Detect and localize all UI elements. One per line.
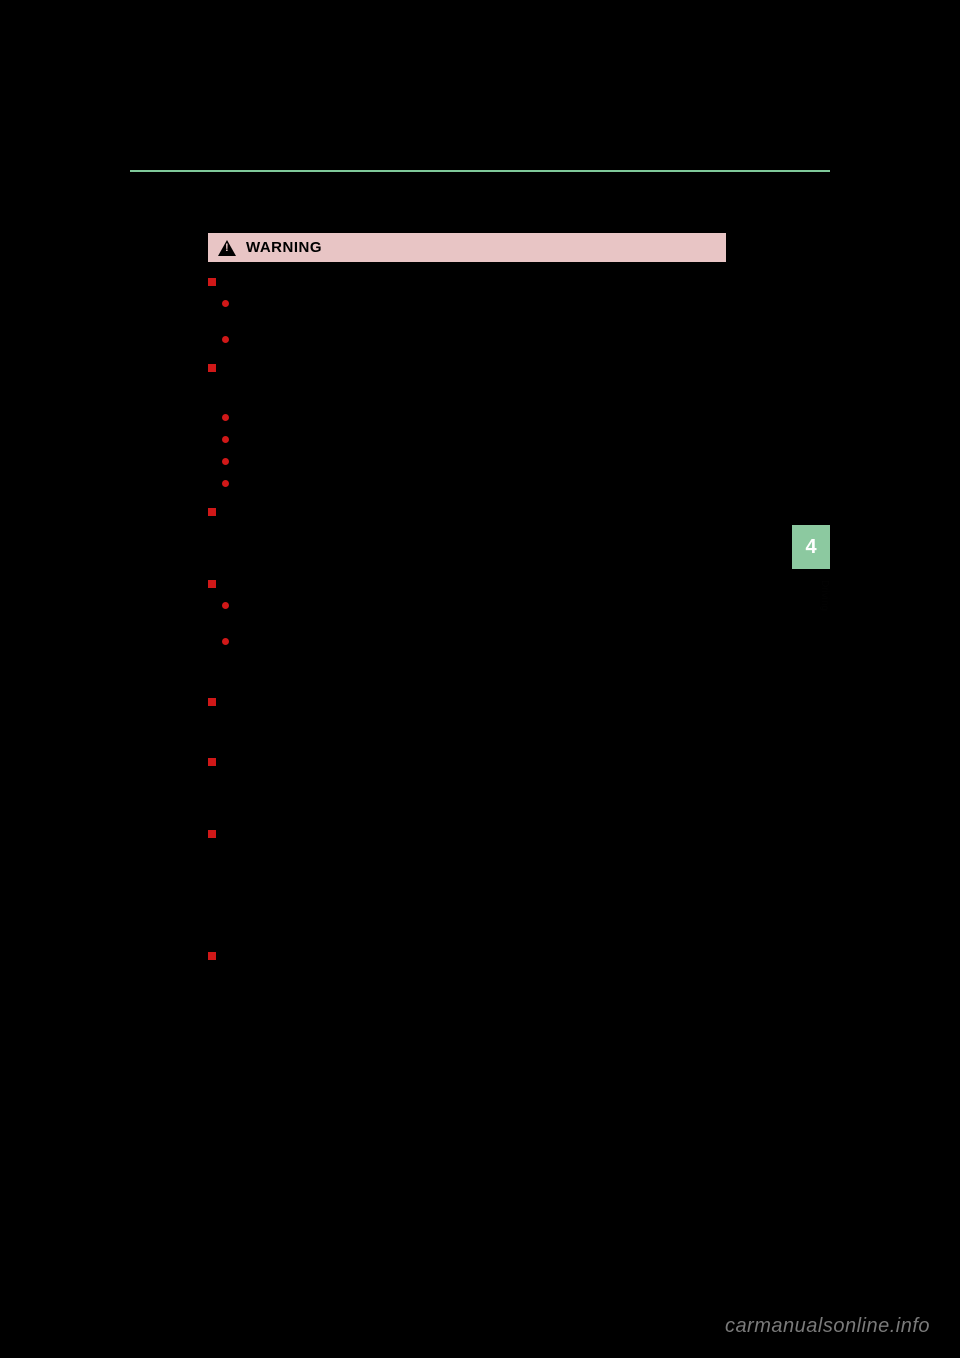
bullet-item bbox=[208, 474, 738, 492]
spacer bbox=[208, 618, 738, 632]
dot-bullet-icon bbox=[222, 414, 229, 421]
page-region: WARNING bbox=[130, 170, 830, 968]
square-bullet-icon bbox=[208, 364, 216, 372]
bullet-item bbox=[208, 408, 738, 426]
bullet-item bbox=[208, 596, 738, 614]
chapter-label: Driving bbox=[792, 580, 830, 611]
section-heading bbox=[208, 502, 738, 520]
dot-bullet-icon bbox=[222, 300, 229, 307]
dot-bullet-icon bbox=[222, 458, 229, 465]
section-heading bbox=[208, 752, 738, 770]
square-bullet-icon bbox=[208, 698, 216, 706]
square-bullet-icon bbox=[208, 952, 216, 960]
warning-label: WARNING bbox=[246, 239, 322, 256]
warning-content bbox=[208, 272, 738, 964]
square-bullet-icon bbox=[208, 830, 216, 838]
bullet-item bbox=[208, 294, 738, 312]
spacer bbox=[208, 846, 738, 936]
square-bullet-icon bbox=[208, 278, 216, 286]
chapter-number: 4 bbox=[805, 536, 816, 559]
dot-bullet-icon bbox=[222, 480, 229, 487]
section-heading bbox=[208, 692, 738, 710]
section-header-rule bbox=[130, 170, 830, 225]
watermark-text: carmanualsonline.info bbox=[725, 1315, 930, 1338]
spacer bbox=[208, 654, 738, 682]
square-bullet-icon bbox=[208, 508, 216, 516]
spacer bbox=[208, 380, 738, 408]
bullet-item bbox=[208, 632, 738, 650]
spacer bbox=[208, 774, 738, 814]
section-heading bbox=[208, 824, 738, 842]
section-heading bbox=[208, 358, 738, 376]
bullet-item bbox=[208, 452, 738, 470]
warning-triangle-icon bbox=[218, 240, 236, 256]
bullet-item bbox=[208, 330, 738, 348]
square-bullet-icon bbox=[208, 580, 216, 588]
chapter-tab: 4 bbox=[792, 525, 830, 569]
dot-bullet-icon bbox=[222, 336, 229, 343]
warning-box: WARNING bbox=[208, 233, 726, 262]
section-heading bbox=[208, 272, 738, 290]
spacer bbox=[208, 316, 738, 330]
spacer bbox=[208, 714, 738, 742]
section-heading bbox=[208, 574, 738, 592]
section-heading bbox=[208, 946, 738, 964]
dot-bullet-icon bbox=[222, 638, 229, 645]
spacer bbox=[208, 524, 738, 564]
bullet-item bbox=[208, 430, 738, 448]
square-bullet-icon bbox=[208, 758, 216, 766]
dot-bullet-icon bbox=[222, 602, 229, 609]
dot-bullet-icon bbox=[222, 436, 229, 443]
